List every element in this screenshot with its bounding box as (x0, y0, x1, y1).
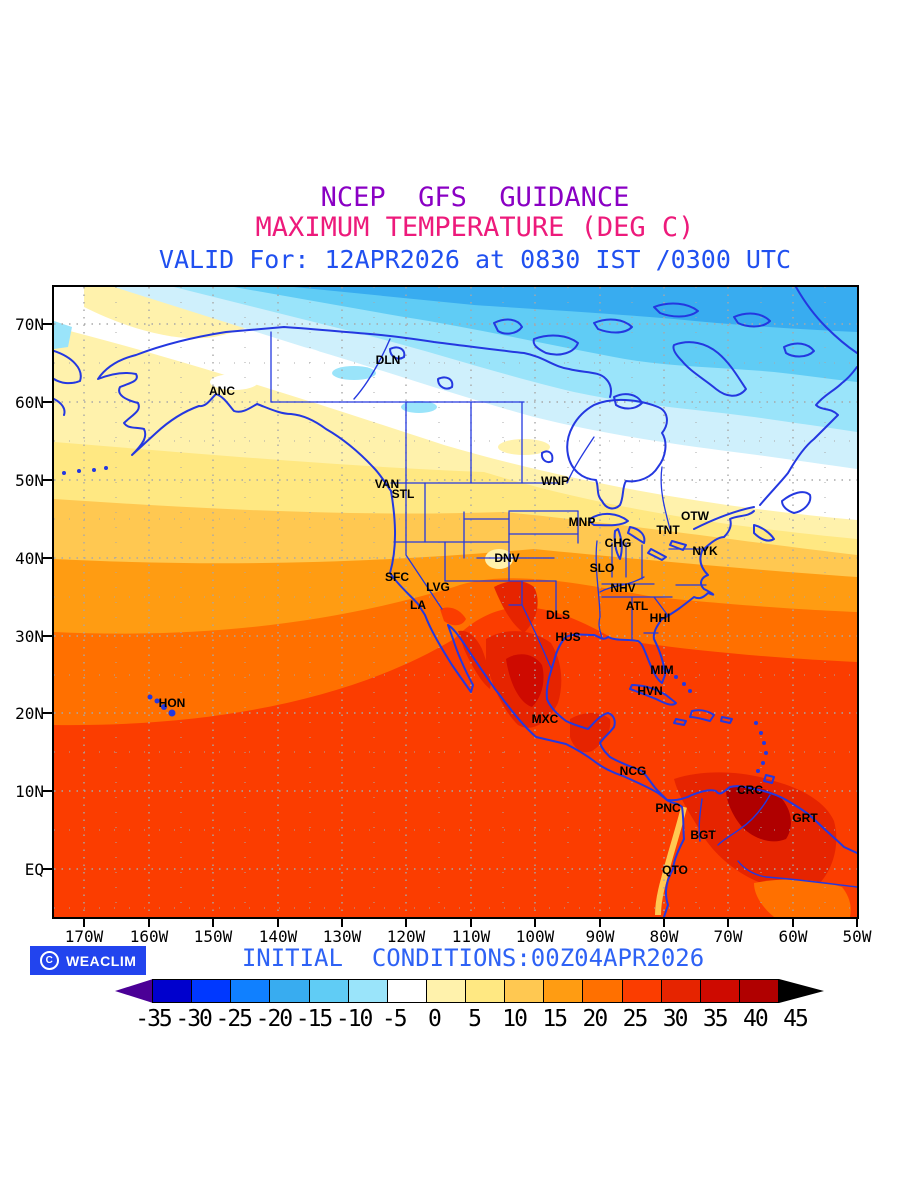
colorbar-boundary-label: -20 (255, 1006, 294, 1032)
colorbar-over-arrow-icon (779, 979, 824, 1003)
map-canvas (54, 287, 857, 917)
lat-tick-label: 60N (15, 393, 44, 412)
colorbar-segment-12 (621, 979, 662, 1003)
colorbar-segment-15 (738, 979, 779, 1003)
grid-lines (54, 287, 857, 917)
lon-tick-label: 90W (585, 927, 615, 946)
colorbar-boundary-label: 35 (702, 1006, 729, 1032)
weaclim-logo: C WEACLIM (30, 946, 147, 975)
colorbar-segment-13 (660, 979, 701, 1003)
lon-tick (856, 919, 858, 927)
lon-tick (599, 919, 601, 927)
lon-tick (212, 919, 214, 927)
colorbar-boundary-label: 30 (662, 1006, 689, 1032)
lat-tick-label: EQ (24, 860, 44, 879)
lon-tick (405, 919, 407, 927)
temperature-bands (54, 287, 857, 917)
colorbar-boundary-label: 20 (582, 1006, 609, 1032)
colorbar-boundary-label: 15 (542, 1006, 568, 1032)
lat-tick-label: 20N (15, 704, 44, 723)
lon-tick (83, 919, 85, 927)
colorbar-segment-0 (152, 979, 193, 1003)
colorbar-segment-7 (425, 979, 466, 1003)
lat-tick (42, 401, 52, 403)
lat-tick (42, 557, 52, 559)
coastlines (54, 287, 857, 917)
lon-tick (792, 919, 794, 927)
colorbar-boundary-label: -15 (295, 1006, 334, 1032)
lon-tick (534, 919, 536, 927)
lat-tick-label: 50N (15, 471, 44, 490)
lat-tick (42, 868, 52, 870)
lon-tick-label: 60W (778, 927, 808, 946)
lat-tick (42, 790, 52, 792)
lon-tick-label: 130W (322, 927, 362, 946)
colorbar-segment-3 (269, 979, 310, 1003)
colorbar-boundary-label: -10 (335, 1006, 374, 1032)
political-borders (270, 331, 707, 669)
colorbar-boundary-label: 40 (743, 1006, 769, 1032)
colorbar-boundary-label: 25 (622, 1006, 649, 1032)
colorbar-under-arrow-icon (115, 979, 153, 1003)
lat-tick (42, 712, 52, 714)
lon-tick (727, 919, 729, 927)
copyright-icon: C (40, 951, 59, 970)
lon-tick-label: 100W (515, 927, 555, 946)
lon-tick-label: 140W (258, 927, 298, 946)
lat-tick-label: 30N (15, 627, 44, 646)
colorbar-segment-14 (699, 979, 740, 1003)
small-islands (62, 466, 768, 773)
lat-tick-label: 10N (15, 782, 44, 801)
colorbar-segment-6 (386, 979, 427, 1003)
chart-title-model: NCEP GFS GUIDANCE (320, 182, 630, 213)
lon-tick-label: 70W (713, 927, 743, 946)
colorbar-segment-2 (230, 979, 271, 1003)
lat-tick (42, 323, 52, 325)
chart-title-variable: MAXIMUM TEMPERATURE (DEG C) (255, 212, 695, 243)
colorbar-segment-4 (308, 979, 349, 1003)
colorbar-boundary-label: -30 (175, 1006, 213, 1032)
lon-tick (148, 919, 150, 927)
lon-tick (341, 919, 343, 927)
colorbar-segment-5 (347, 979, 388, 1003)
lat-tick (42, 635, 52, 637)
lon-tick-label: 170W (64, 927, 104, 946)
initial-conditions-text: INITIAL CONDITIONS:00Z04APR2026 (241, 944, 705, 972)
lon-tick-label: 150W (193, 927, 233, 946)
colorbar-segment-10 (543, 979, 584, 1003)
colorbar-boundary-label: 0 (427, 1006, 442, 1032)
lat-tick-label: 40N (15, 549, 44, 568)
colorbar-boundary-label: 10 (502, 1006, 528, 1032)
rivers (353, 338, 857, 888)
colorbar (115, 979, 824, 1003)
lon-tick-label: 110W (451, 927, 491, 946)
weaclim-logo-text: WEACLIM (66, 952, 137, 969)
lon-tick-label: 80W (649, 927, 679, 946)
lat-tick-label: 70N (15, 315, 44, 334)
colorbar-boundary-label: -5 (381, 1006, 408, 1032)
lon-tick-label: 120W (386, 927, 426, 946)
lon-tick-label: 50W (842, 927, 872, 946)
lon-tick (663, 919, 665, 927)
map-plot-area (52, 285, 859, 919)
colorbar-segment-9 (504, 979, 545, 1003)
colorbar-segment-1 (191, 979, 232, 1003)
lon-tick (470, 919, 472, 927)
lon-tick-label: 160W (129, 927, 169, 946)
colorbar-segment-11 (582, 979, 623, 1003)
colorbar-segment-8 (465, 979, 506, 1003)
colorbar-boundary-label: 45 (783, 1006, 809, 1032)
lon-tick (277, 919, 279, 927)
chart-title-valid-time: VALID For: 12APR2026 at 0830 IST /0300 U… (158, 245, 792, 274)
colorbar-boundary-label: -35 (135, 1006, 173, 1032)
lat-tick (42, 479, 52, 481)
colorbar-boundary-label: 5 (468, 1006, 482, 1032)
colorbar-boundary-label: -25 (215, 1006, 253, 1032)
